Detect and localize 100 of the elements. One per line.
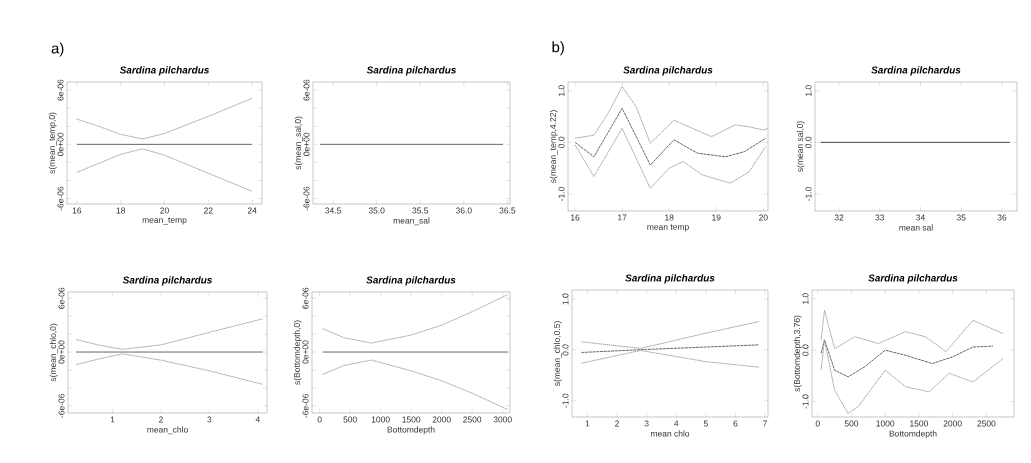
x-tick-label: 3 (207, 416, 212, 423)
x-tick-label: 36.5 (499, 207, 516, 214)
y-tick-label: -1.0 (562, 393, 569, 408)
x-tick-label: 1500 (910, 420, 928, 427)
x-tick-label: 500 (844, 420, 859, 427)
x-tick-label: 35 (956, 214, 966, 221)
x-tick-label: 1000 (371, 416, 390, 423)
y-axis-title: s(Bottomdepth,0) (293, 320, 302, 385)
y-axis-title: s(mean_temp,0) (48, 112, 57, 174)
y-tick-label: 0.0 (558, 136, 565, 148)
y-tick-label: 1.0 (558, 85, 565, 97)
x-tick-label: 2 (615, 420, 619, 427)
x-tick-label: 5 (703, 420, 708, 427)
chart-title: Sardina pilchardus (623, 66, 713, 76)
x-tick-label: 4 (674, 420, 679, 427)
y-tick-label: 1.0 (805, 85, 812, 97)
text: a) (51, 42, 64, 57)
chart-title: Sardina pilchardus (366, 66, 457, 76)
line-series (76, 148, 253, 192)
x-tick-label: 18 (116, 207, 126, 214)
chart-title: Sardina pilchardus (625, 274, 715, 284)
x-tick-label: 33 (875, 214, 885, 221)
x-tick-label: 34 (916, 214, 925, 221)
line-series (76, 97, 253, 140)
x-tick-label: 20 (160, 207, 169, 214)
x-tick-label: 3000 (493, 416, 512, 423)
x-tick-label: 2000 (943, 420, 962, 427)
x-axis-title: mean temp (647, 224, 689, 232)
chart-title: Sardina pilchardus (868, 274, 958, 284)
y-tick-label: 0e+00 (303, 132, 310, 156)
y-tick-label: 6e-06 (57, 79, 64, 101)
x-tick-label: 2500 (463, 416, 482, 423)
x-axis-title: mean chlo (651, 430, 690, 437)
x-tick-label: 1500 (402, 416, 421, 423)
x-axis-title: mean_temp (142, 217, 187, 225)
x-tick-label: 36 (997, 214, 1007, 221)
x-tick-label: 1 (110, 416, 115, 423)
y-axis-title: s(mean_temp,4.22) (549, 110, 558, 183)
x-tick-label: 1000 (876, 420, 895, 427)
y-axis-title: s(mean_chlo,0) (49, 323, 58, 382)
y-axis-title: s(Bottomdepth,3.76) (793, 315, 802, 392)
x-tick-label: 7 (763, 420, 767, 427)
y-tick-label: 0e+00 (57, 132, 64, 156)
x-tick-label: 4 (255, 416, 260, 423)
y-tick-label: -6e-06 (57, 186, 64, 211)
line-series (820, 309, 1004, 353)
x-tick-label: 22 (204, 207, 213, 214)
x-tick-label: 6 (733, 420, 738, 427)
y-tick-label: 6e-06 (303, 79, 310, 101)
x-axis-title: Bottomdepth (889, 430, 937, 439)
y-tick-label: -1.0 (805, 187, 812, 201)
x-tick-label: 32 (834, 214, 844, 221)
y-tick-label: 6e-06 (58, 287, 65, 309)
y-tick-label: 0.0 (805, 136, 812, 148)
y-tick-label: 0e+00 (58, 340, 65, 364)
x-axis-title: mean sal (899, 224, 933, 231)
text: b) (552, 41, 564, 56)
y-tick-label: -6e-06 (58, 393, 65, 418)
chart-title: Sardina pilchardus (366, 276, 456, 286)
y-tick-label: 6e-06 (302, 287, 309, 309)
y-axis-title: s(mean_sal,0) (294, 116, 303, 170)
y-tick-label: -6e-06 (302, 393, 309, 418)
x-tick-label: 17 (618, 214, 627, 221)
chart-title: Sardina pilchardus (871, 66, 961, 76)
y-axis-title: s(mean_chlo,0.5) (553, 321, 562, 386)
x-tick-label: 19 (712, 214, 721, 221)
line-series (574, 86, 769, 144)
x-axis-title: Bottomdepth (387, 426, 435, 435)
x-tick-label: 1 (585, 420, 590, 427)
y-tick-label: 0e+00 (302, 340, 309, 364)
x-tick-label: 20 (759, 214, 768, 221)
y-tick-label: -6e-06 (303, 186, 310, 211)
y-tick-label: 1.0 (802, 293, 809, 304)
y-axis-title: s(mean sal,0) (796, 121, 805, 172)
chart-title: Sardina pilchardus (122, 276, 213, 286)
y-tick-label: 1.0 (562, 293, 569, 305)
line-series (75, 318, 264, 350)
x-tick-label: 3 (644, 420, 649, 427)
line-series (322, 359, 509, 410)
x-tick-label: 0 (317, 416, 322, 423)
line-series (820, 339, 1004, 414)
line-series (574, 107, 767, 166)
x-axis-title: mean_chlo (147, 426, 188, 435)
x-tick-label: 16 (571, 214, 580, 221)
y-tick-label: -1.0 (802, 394, 809, 409)
x-tick-label: 18 (665, 214, 674, 221)
x-tick-label: 35.0 (368, 207, 385, 214)
x-tick-label: 2500 (977, 420, 996, 427)
x-tick-label: 34.5 (325, 207, 341, 214)
y-tick-label: 0.0 (802, 344, 809, 356)
line-series (322, 294, 509, 344)
x-tick-label: 0 (815, 420, 820, 427)
x-axis-title: mean_sal (393, 217, 430, 226)
x-tick-label: 2 (159, 416, 163, 423)
line-series (574, 127, 767, 189)
x-tick-label: 24 (247, 207, 257, 214)
y-tick-label: -1.0 (558, 187, 565, 201)
x-tick-label: 16 (72, 207, 82, 214)
x-tick-label: 500 (343, 416, 357, 423)
line-series (75, 353, 264, 385)
